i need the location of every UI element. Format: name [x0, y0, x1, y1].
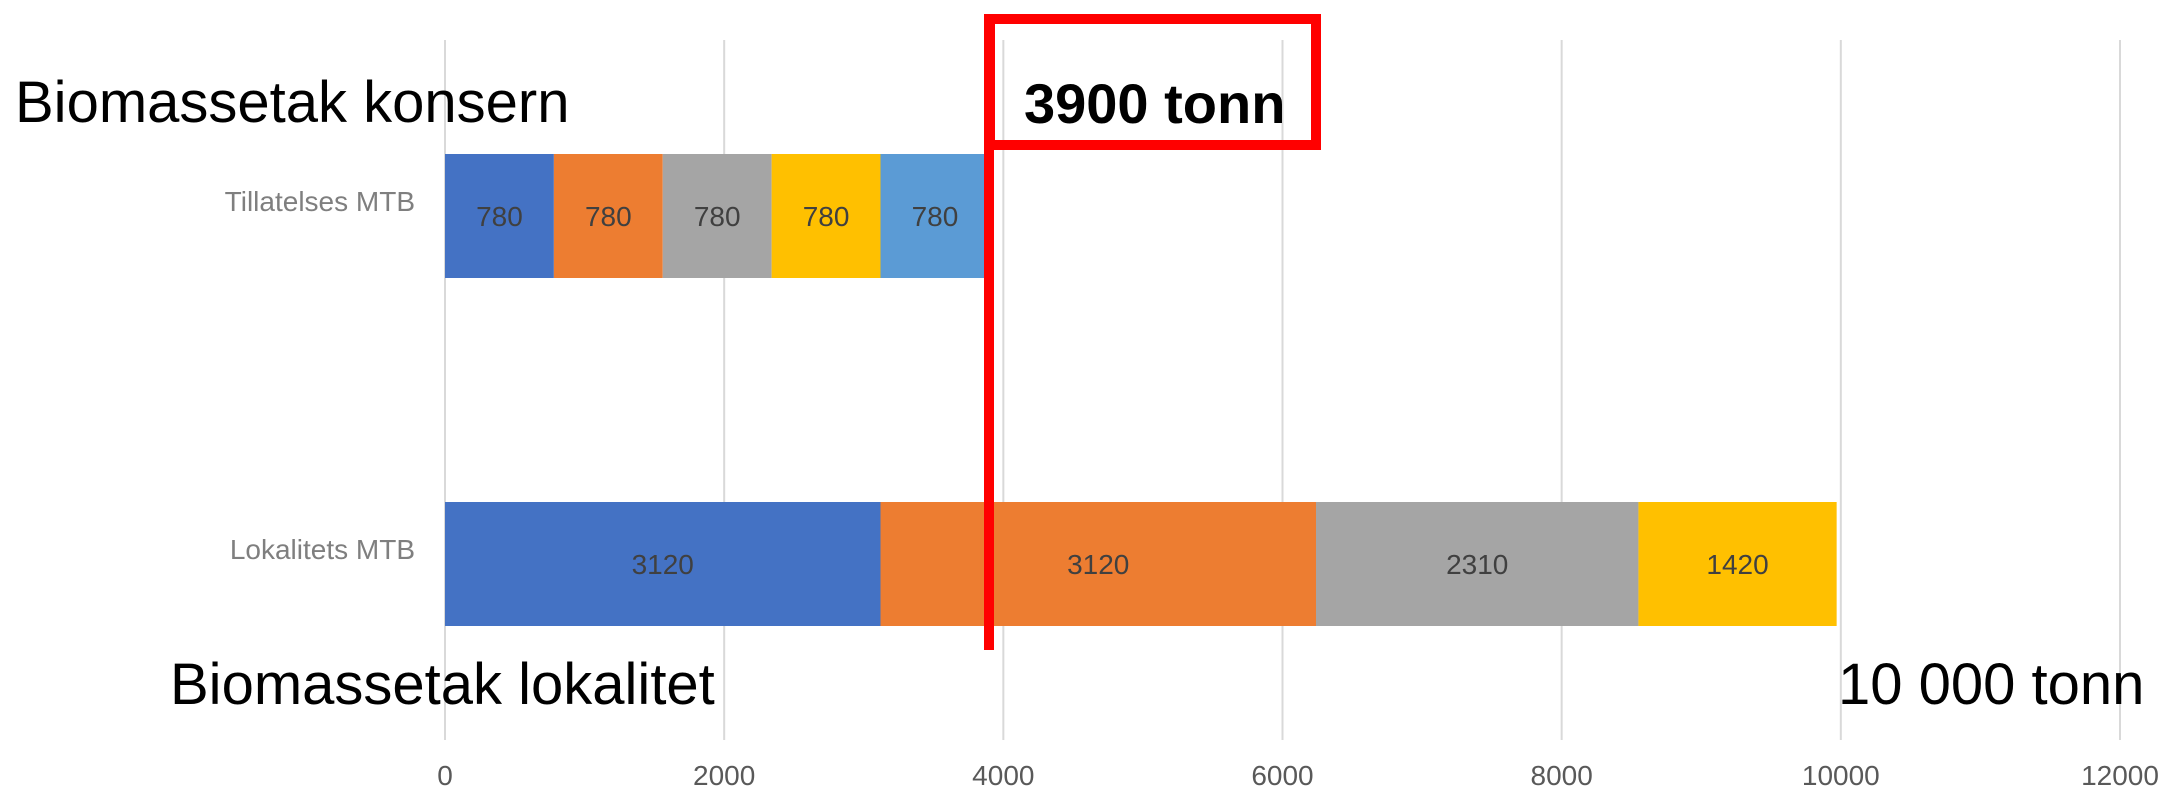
category-label: Lokalitets MTB — [230, 534, 415, 565]
bar-value-label: 1420 — [1706, 549, 1768, 580]
x-tick-label: 4000 — [972, 760, 1034, 791]
bar-value-label: 780 — [694, 201, 741, 232]
cap-reference-line — [984, 14, 994, 650]
bar-segment — [553, 154, 663, 278]
x-tick-labels: 0 2000 4000 6000 8000 10000 12000 — [437, 760, 2159, 791]
bar-segment — [880, 502, 1316, 626]
bar-segment — [771, 154, 881, 278]
bar-value-label: 780 — [476, 201, 523, 232]
bar-segment — [1638, 502, 1837, 626]
total-label: 10 000 tonn — [1838, 652, 2145, 717]
category-label: Tillatelses MTB — [225, 186, 415, 217]
x-tick-label: 6000 — [1251, 760, 1313, 791]
bars — [445, 154, 1837, 626]
bar-value-labels: 780 780 780 780 780 3120 3120 2310 1420 — [476, 201, 1769, 580]
bar-value-label: 780 — [803, 201, 850, 232]
bar-segment — [445, 154, 554, 278]
bottom-title: Biomassetak lokalitet — [170, 652, 715, 717]
category-labels: Tillatelses MTB Lokalitets MTB — [225, 186, 415, 565]
x-tick-label: 10000 — [1802, 760, 1880, 791]
bar-value-label: 2310 — [1446, 549, 1508, 580]
bar-value-label: 3120 — [632, 549, 694, 580]
bar-segment — [662, 154, 772, 278]
cap-highlight-box — [985, 14, 1321, 150]
x-tick-label: 2000 — [693, 760, 755, 791]
top-title: Biomassetak konsern — [15, 70, 570, 135]
x-tick-label: 0 — [437, 760, 453, 791]
x-tick-label: 8000 — [1531, 760, 1593, 791]
bar-segment — [1316, 502, 1639, 626]
bar-segment — [445, 502, 881, 626]
cap-label: 3900 tonn — [1024, 72, 1286, 135]
bar-value-label: 780 — [912, 201, 959, 232]
bar-value-label: 780 — [585, 201, 632, 232]
bar-segment — [880, 154, 990, 278]
bar-value-label: 3120 — [1067, 549, 1129, 580]
x-tick-label: 12000 — [2081, 760, 2159, 791]
